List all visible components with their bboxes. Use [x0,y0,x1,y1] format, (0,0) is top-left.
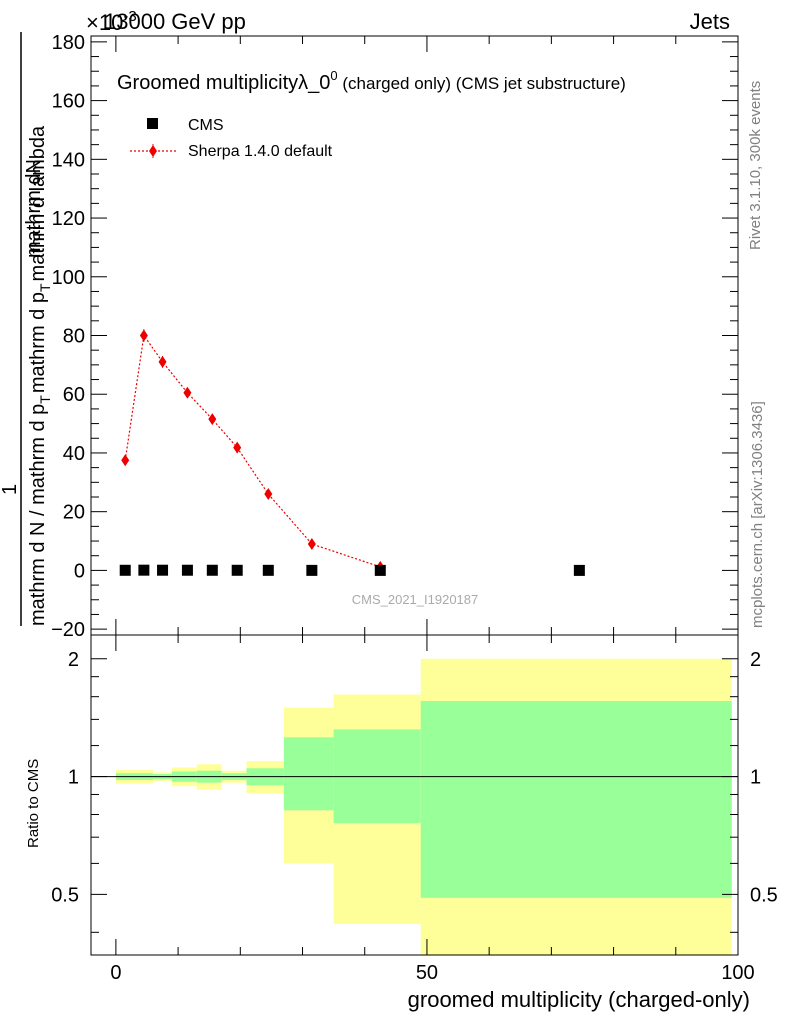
ratio-y-tick-label: 1 [68,767,79,789]
process-label: Jets [690,9,730,34]
mcplots-label: mcplots.cern.ch [arXiv:1306.3436] [749,401,766,628]
sherpa-point [208,413,217,426]
main-y-tick-label: 160 [52,91,85,113]
cms-point [374,564,386,576]
ratio-panel: 0.5 0.5 1 1 2 2 0 50 100 Ratio to CMS groomed m… [25,634,778,1012]
sherpa-point [183,386,192,399]
cms-point [138,564,150,576]
legend-sherpa-label: Sherpa 1.4.0 default [188,143,333,160]
legend-cms-label: CMS [188,117,224,134]
series-cms [119,564,585,576]
cms-point [206,564,218,576]
cms-point [262,564,274,576]
ratio-y-tick-label-right: 0.5 [750,884,778,906]
main-x-ticks [115,36,739,635]
main-y-tick-label: 120 [52,208,85,230]
ratio-y-tick-label-right: 2 [750,649,761,671]
sherpa-point [233,441,242,454]
analysis-watermark: CMS_2021_I1920187 [352,592,479,607]
legend-cms-marker [147,118,158,129]
y-label-denominator: mathrm d N / mathrm d pTmathrm d pTmathr… [27,125,53,626]
sherpa-point [139,329,148,342]
main-y-ticks: −20 0 20 40 60 80 100 120 140 160 180 [51,32,738,641]
ratio-y-tick-label-right: 1 [750,767,761,789]
x-axis-label: groomed multiplicity (charged-only) [408,987,750,1012]
main-y-axis-label: mathrm dN 1 mathrm d N / mathrm d pTmath… [0,32,53,626]
sherpa-point [264,488,273,501]
legend-sherpa-marker [149,145,157,157]
x-tick-label: 50 [416,962,438,984]
sherpa-point [158,355,167,368]
main-y-tick-label: 80 [63,326,85,348]
ratio-y-axis-label: Ratio to CMS [25,759,42,848]
main-title: Groomed multiplicityλ_00 (charged only) … [117,68,626,94]
y-label-numerator: mathrm dN [23,159,45,258]
main-y-tick-label: 20 [63,502,85,524]
ratio-panel-frame [90,634,739,956]
cms-point [119,564,131,576]
x-tick-label: 100 [721,962,754,984]
ratio-y-ticks: 0.5 0.5 1 1 2 2 [51,649,778,933]
ratio-inner-band [283,737,334,811]
legend: CMS Sherpa 1.4.0 default [130,117,333,160]
ratio-y-tick-label: 2 [68,649,79,671]
rivet-version-label: Rivet 3.1.10, 300k events [747,81,764,250]
y-label-one: 1 [0,484,21,495]
cms-point [573,564,585,576]
sherpa-point [121,454,130,467]
main-y-tick-label: 0 [74,560,85,582]
cms-point [231,564,243,576]
sherpa-point [307,537,316,550]
main-y-tick-label: 140 [52,149,85,171]
cms-point [181,564,193,576]
main-y-tick-label: 100 [52,267,85,289]
main-y-tick-label: 40 [63,443,85,465]
energy-label: 13000 GeV pp [104,9,246,34]
main-y-tick-label: 60 [63,384,85,406]
main-y-tick-label: 180 [52,32,85,54]
cms-point [306,564,318,576]
y-exponent-label: ×10-3 [86,8,137,35]
cms-point [157,564,169,576]
ratio-inner-band [420,700,732,898]
sherpa-line [124,333,381,568]
x-tick-label: 0 [110,962,121,984]
series-sherpa [121,329,385,573]
main-y-tick-label: −20 [51,619,85,641]
ratio-y-tick-label: 0.5 [51,884,79,906]
ratio-x-ticks: 0 50 100 [110,635,755,984]
ratio-bands [115,658,732,955]
main-panel: −20 0 20 40 60 80 100 120 140 160 180 Groomed mult… [51,32,739,641]
